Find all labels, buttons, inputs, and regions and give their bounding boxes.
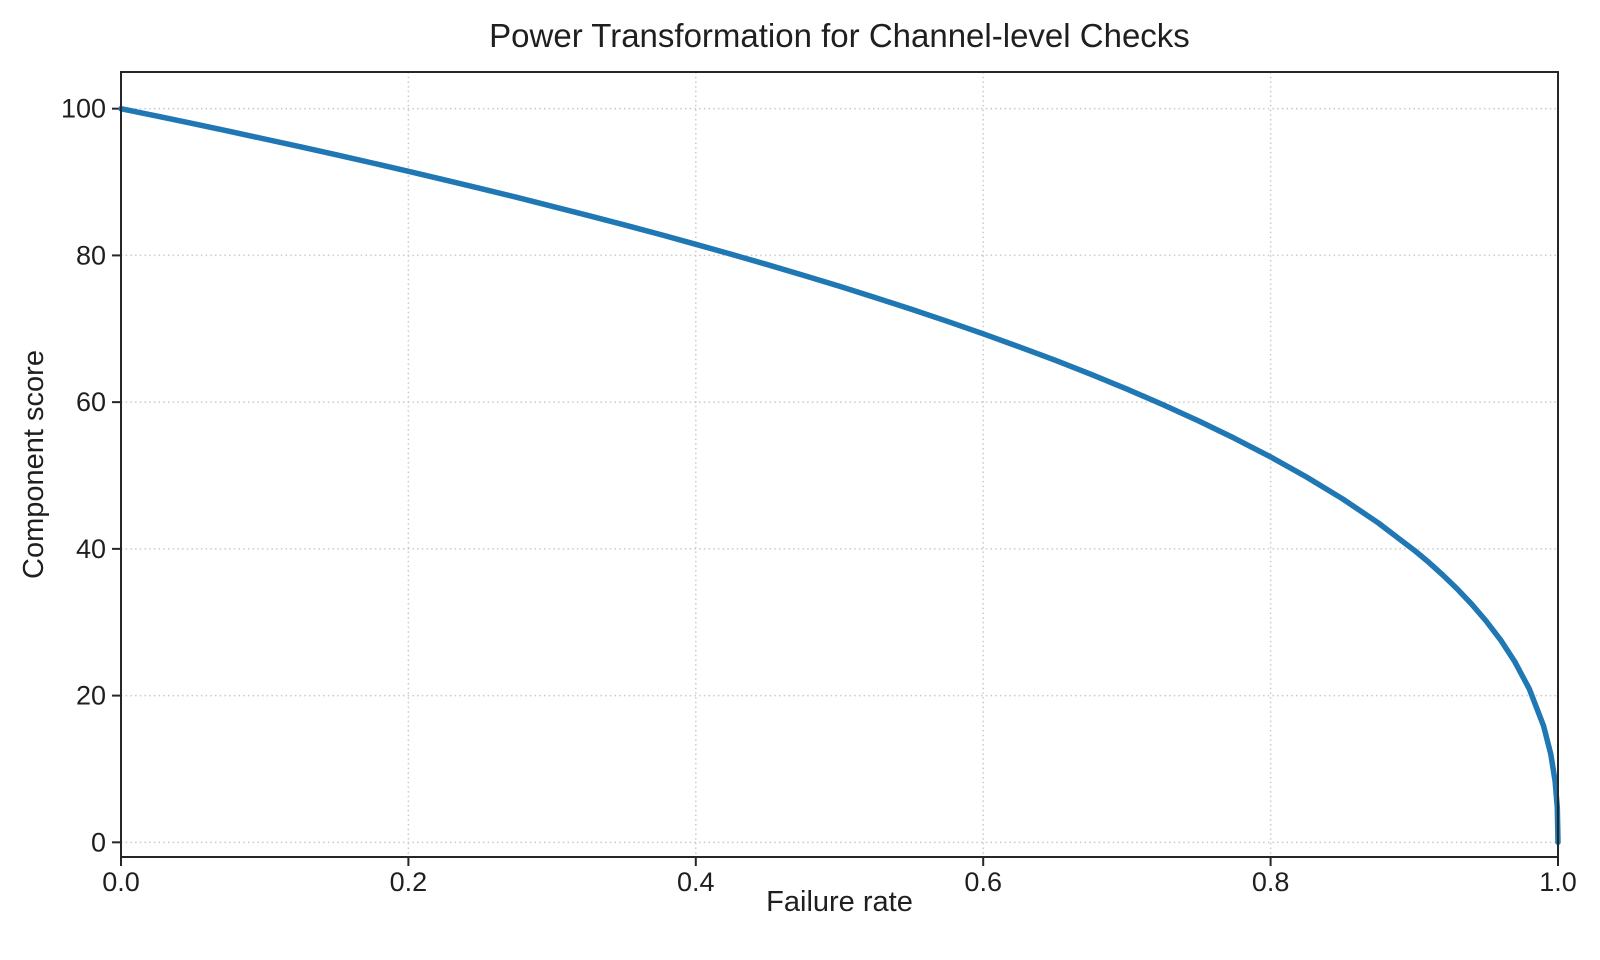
x-tick-label: 0.6 xyxy=(964,867,1002,897)
y-tick-label: 40 xyxy=(76,534,106,564)
x-tick-label: 1.0 xyxy=(1539,867,1577,897)
y-axis-label-text: Component score xyxy=(18,350,50,579)
curve-component-score-curve xyxy=(118,105,1561,846)
y-tick-label: 0 xyxy=(91,827,106,857)
plot-border xyxy=(120,71,1559,858)
y-tick-label: 100 xyxy=(61,94,106,124)
y-tick-label: 20 xyxy=(76,681,106,711)
x-tick-label: 0.0 xyxy=(102,867,140,897)
x-tick-label: 0.2 xyxy=(390,867,428,897)
x-tick-label: 0.8 xyxy=(1252,867,1290,897)
y-tick-label: 60 xyxy=(76,387,106,417)
x-axis-label: Failure rate xyxy=(766,886,913,918)
chart-title: Power Transformation for Channel-level C… xyxy=(489,17,1190,54)
y-axis-label: Component score xyxy=(16,72,52,857)
x-tick-label: 0.4 xyxy=(677,867,715,897)
y-tick-label: 80 xyxy=(76,240,106,270)
